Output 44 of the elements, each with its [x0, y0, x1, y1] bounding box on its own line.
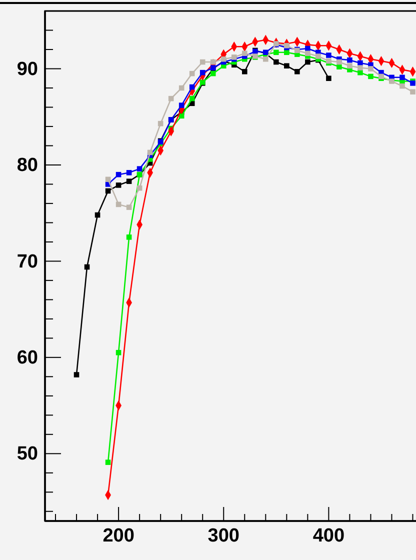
point	[126, 178, 132, 184]
point	[368, 74, 374, 80]
point	[316, 54, 321, 59]
point	[200, 59, 206, 65]
point	[178, 102, 184, 108]
point	[263, 56, 268, 62]
point	[136, 166, 142, 172]
y-tick-label: 90	[16, 58, 38, 80]
x-tick-label: 400	[312, 525, 345, 546]
point	[305, 59, 310, 65]
point	[400, 74, 405, 80]
point	[284, 63, 290, 68]
y-tick-label: 70	[16, 251, 38, 272]
y-tick-label: 80	[16, 155, 38, 176]
point	[105, 460, 111, 465]
point	[74, 372, 80, 378]
point	[294, 68, 300, 74]
point	[242, 50, 248, 56]
point	[284, 50, 290, 56]
point	[210, 70, 216, 76]
y-tick-label: 50	[16, 444, 38, 465]
point	[305, 50, 310, 56]
point	[410, 89, 416, 94]
point	[347, 63, 352, 68]
point	[126, 170, 132, 176]
point	[126, 234, 132, 240]
point	[274, 50, 279, 56]
point	[326, 52, 332, 58]
x-tick-label: 300	[208, 525, 240, 546]
point	[326, 76, 332, 82]
point	[116, 182, 122, 188]
x-tick-label: 200	[102, 525, 134, 546]
point	[242, 68, 248, 74]
point	[200, 70, 206, 76]
point	[347, 57, 352, 63]
point	[336, 64, 342, 70]
point	[210, 59, 216, 65]
point	[368, 66, 374, 72]
point	[336, 59, 342, 65]
point	[274, 59, 279, 65]
point	[400, 83, 405, 89]
y-tick-label: 60	[16, 347, 38, 368]
point	[358, 65, 363, 70]
point	[126, 204, 132, 210]
